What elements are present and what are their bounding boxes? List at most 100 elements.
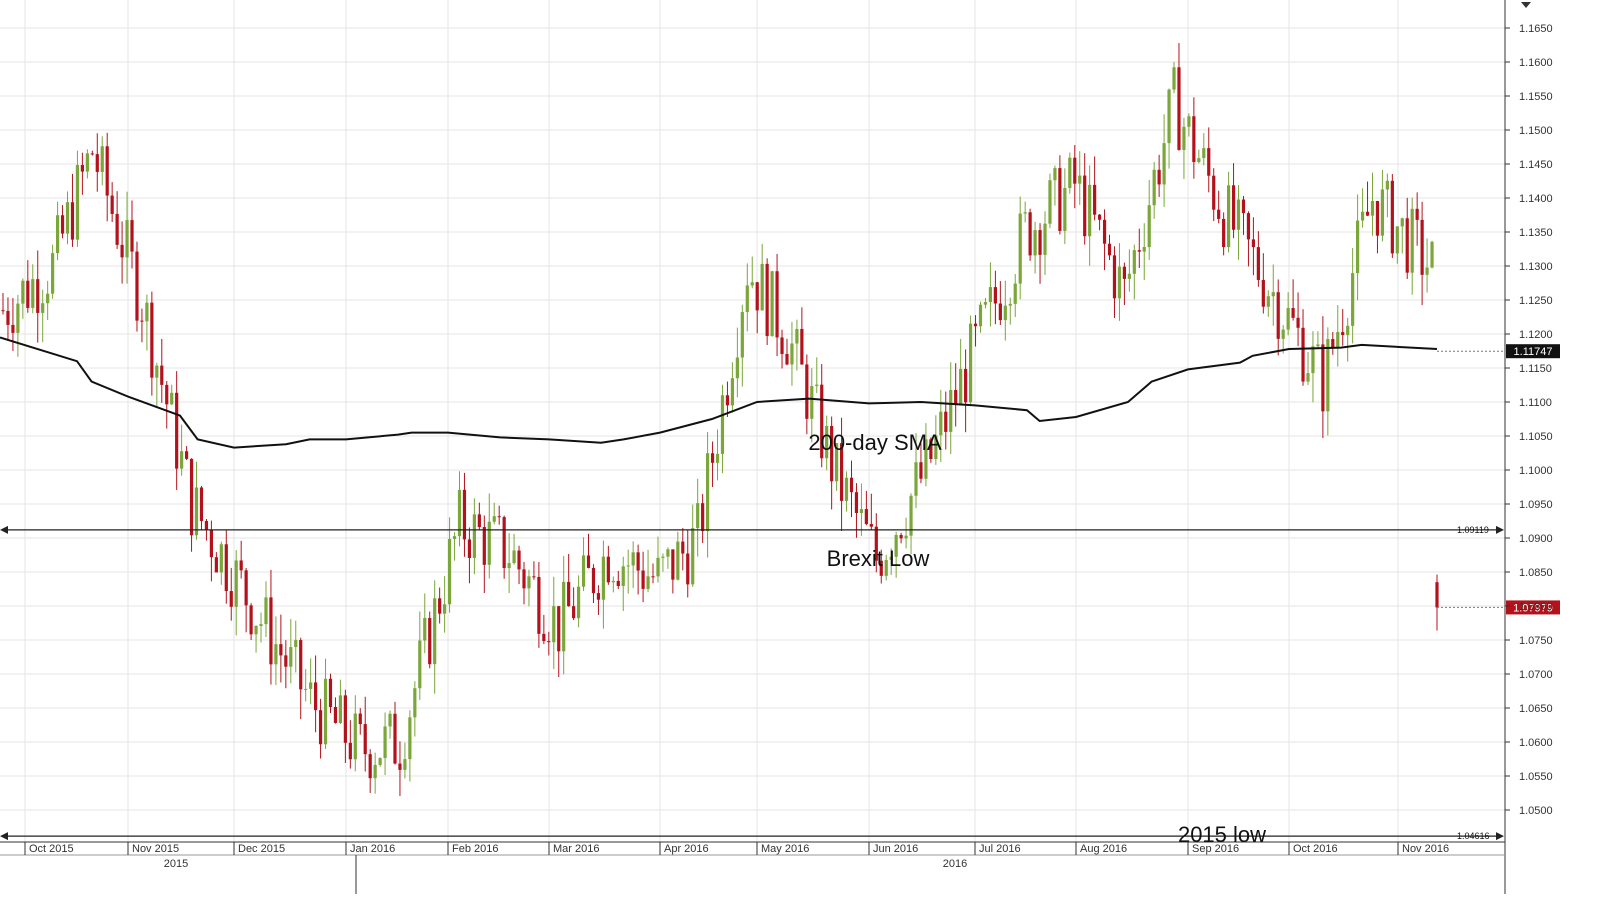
x-month-label: Nov 2015	[132, 843, 179, 855]
candle-body	[1390, 180, 1394, 254]
candle-body	[1013, 283, 1017, 304]
candle-body	[497, 516, 501, 518]
candle-body	[810, 386, 814, 419]
candle-body	[1102, 219, 1107, 244]
candle-body	[671, 549, 675, 580]
y-tick-label: 1.1100	[1519, 397, 1552, 409]
candle-body	[393, 713, 397, 764]
candle-body	[527, 576, 531, 589]
candle-body	[1162, 143, 1166, 185]
candle-body	[1341, 332, 1345, 336]
candle-body	[338, 695, 343, 723]
candle-body	[259, 624, 263, 627]
candle-body	[115, 213, 119, 245]
candle-body	[879, 560, 883, 576]
candle-body	[844, 477, 849, 501]
candle-body	[1147, 205, 1151, 248]
candle-body	[1058, 168, 1062, 231]
candle-body	[1311, 346, 1315, 374]
candle-body	[1207, 148, 1211, 176]
candle-body	[110, 195, 114, 214]
y-tick-label: 1.0500	[1519, 805, 1553, 817]
candle-body	[1291, 308, 1295, 318]
candle-body	[1182, 126, 1186, 150]
candle-body	[884, 559, 888, 576]
candle-body	[1112, 255, 1117, 299]
candle-body	[924, 439, 928, 479]
candle-body	[1246, 213, 1251, 240]
candle-body	[383, 726, 387, 759]
candle-body	[175, 392, 179, 469]
candle-body	[993, 287, 997, 304]
candle-body	[239, 560, 243, 571]
candle-body	[1033, 230, 1037, 256]
candle-body	[199, 487, 204, 521]
y-tick-label: 1.1500	[1519, 125, 1553, 137]
candle-body	[413, 688, 417, 718]
candle-body	[686, 553, 690, 585]
candle-body	[219, 544, 223, 573]
candle-body	[438, 598, 442, 614]
candle-body	[443, 604, 447, 614]
candle-body	[1053, 168, 1057, 181]
candle-body	[532, 576, 536, 578]
candle-body	[1048, 180, 1052, 224]
candle-body	[46, 293, 50, 304]
candle-body	[596, 593, 601, 600]
x-month-label: Aug 2016	[1080, 843, 1127, 855]
candle-body	[294, 640, 298, 648]
candle-body	[894, 535, 898, 557]
candle-body	[135, 251, 139, 321]
candle-body	[1038, 230, 1042, 255]
candle-body	[785, 353, 789, 365]
candle-body	[825, 426, 829, 459]
candle-body	[914, 462, 918, 496]
candle-body	[606, 556, 610, 583]
candle-body	[646, 576, 650, 589]
candle-body	[31, 279, 35, 308]
candle-body	[1241, 199, 1246, 214]
candle-body	[909, 495, 913, 536]
candle-body	[1261, 279, 1265, 307]
candle-body	[234, 560, 238, 607]
candle-body	[1152, 169, 1156, 206]
candle-body	[100, 146, 104, 172]
candle-body	[795, 328, 799, 344]
candle-body	[1097, 214, 1102, 220]
price-badge-label: 1.07979	[1513, 602, 1553, 614]
candle-body	[954, 389, 958, 405]
candle-body	[408, 717, 412, 760]
candle-body	[1236, 199, 1241, 230]
candle-body	[557, 606, 561, 652]
y-tick-label: 1.0750	[1519, 635, 1553, 647]
candle-body	[343, 695, 347, 743]
candle-body	[973, 323, 978, 327]
candle-body	[547, 641, 551, 643]
candle-body	[90, 153, 94, 155]
candle-body	[1420, 219, 1424, 275]
candle-body	[581, 555, 586, 587]
candle-body	[701, 503, 705, 532]
candle-body	[849, 477, 854, 493]
y-tick-label: 1.1050	[1519, 431, 1553, 443]
candle-body	[1222, 218, 1226, 248]
candle-body	[1321, 344, 1325, 412]
candle-body	[1122, 266, 1126, 279]
candle-body	[507, 563, 511, 569]
candle-body	[1395, 226, 1399, 254]
candle-body	[899, 535, 903, 539]
candle-body	[482, 527, 486, 565]
candle-body	[1375, 201, 1380, 236]
candle-body	[1083, 175, 1087, 237]
candle-body	[150, 302, 154, 378]
candle-body	[562, 581, 566, 652]
y-tick-label: 1.1400	[1519, 193, 1553, 205]
candle-body	[1172, 67, 1176, 90]
level-arrow-right	[1496, 525, 1504, 534]
x-month-label: May 2016	[761, 843, 809, 855]
candle-body	[21, 280, 25, 304]
y-tick-label: 1.1350	[1519, 227, 1553, 239]
candle-body	[75, 165, 80, 240]
